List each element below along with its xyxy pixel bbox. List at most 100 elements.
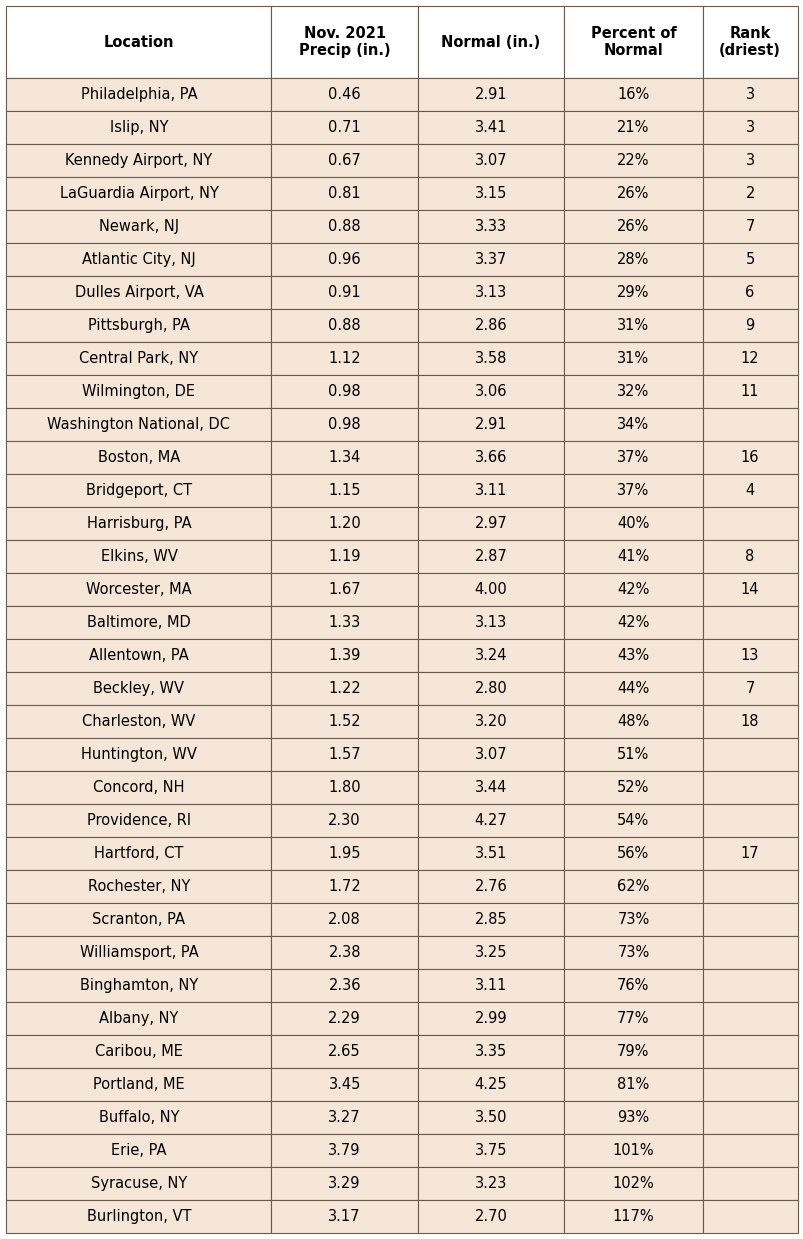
- Bar: [6, 969, 271, 1002]
- Bar: [702, 969, 797, 1002]
- Bar: [702, 78, 797, 112]
- Bar: [6, 6, 271, 78]
- Text: 4.27: 4.27: [474, 813, 507, 828]
- Text: 1.67: 1.67: [328, 582, 361, 597]
- Text: Harrisburg, PA: Harrisburg, PA: [87, 515, 191, 532]
- Text: 0.71: 0.71: [328, 120, 361, 135]
- Bar: [271, 6, 418, 78]
- Text: Percent of
Normal: Percent of Normal: [589, 26, 675, 58]
- Bar: [271, 112, 418, 144]
- Text: 0.91: 0.91: [328, 285, 361, 300]
- Text: 3.11: 3.11: [475, 978, 507, 992]
- Bar: [6, 112, 271, 144]
- Text: 1.19: 1.19: [328, 549, 361, 564]
- Bar: [418, 606, 564, 639]
- Text: Wilmington, DE: Wilmington, DE: [83, 384, 195, 399]
- Bar: [564, 606, 702, 639]
- Bar: [418, 1068, 564, 1100]
- Bar: [564, 572, 702, 606]
- Text: 16: 16: [740, 450, 758, 465]
- Text: 101%: 101%: [612, 1142, 654, 1157]
- Text: 1.57: 1.57: [328, 747, 361, 762]
- Bar: [564, 540, 702, 572]
- Text: 2.29: 2.29: [328, 1011, 361, 1026]
- Bar: [564, 1134, 702, 1167]
- Bar: [271, 540, 418, 572]
- Text: 3.66: 3.66: [475, 450, 507, 465]
- Bar: [6, 441, 271, 475]
- Text: 81%: 81%: [617, 1077, 649, 1092]
- Bar: [271, 606, 418, 639]
- Text: 2.70: 2.70: [474, 1209, 507, 1224]
- Bar: [702, 1002, 797, 1035]
- Bar: [702, 705, 797, 738]
- Text: Central Park, NY: Central Park, NY: [79, 351, 198, 366]
- Bar: [6, 375, 271, 408]
- Text: 18: 18: [740, 714, 758, 729]
- Text: 2.36: 2.36: [328, 978, 361, 992]
- Bar: [6, 144, 271, 177]
- Bar: [564, 276, 702, 309]
- Bar: [6, 276, 271, 309]
- Text: 3.17: 3.17: [328, 1209, 361, 1224]
- Text: 2.76: 2.76: [474, 878, 507, 893]
- Text: 3.44: 3.44: [475, 779, 507, 795]
- Bar: [564, 342, 702, 375]
- Text: 0.96: 0.96: [328, 252, 361, 268]
- Text: Huntington, WV: Huntington, WV: [81, 747, 197, 762]
- Text: 4.25: 4.25: [474, 1077, 507, 1092]
- Text: 40%: 40%: [617, 515, 649, 532]
- Bar: [418, 903, 564, 935]
- Text: Atlantic City, NJ: Atlantic City, NJ: [82, 252, 196, 268]
- Bar: [702, 408, 797, 441]
- Bar: [564, 211, 702, 243]
- Bar: [271, 969, 418, 1002]
- Bar: [271, 771, 418, 804]
- Text: 3: 3: [744, 120, 754, 135]
- Text: 1.33: 1.33: [328, 615, 361, 629]
- Bar: [702, 672, 797, 705]
- Bar: [6, 771, 271, 804]
- Text: 2.86: 2.86: [474, 318, 507, 333]
- Text: 37%: 37%: [617, 483, 649, 498]
- Text: 3.33: 3.33: [475, 219, 507, 234]
- Bar: [271, 243, 418, 276]
- Text: 21%: 21%: [617, 120, 649, 135]
- Bar: [418, 1134, 564, 1167]
- Text: 0.98: 0.98: [328, 384, 361, 399]
- Text: 2.97: 2.97: [474, 515, 507, 532]
- Text: 32%: 32%: [617, 384, 649, 399]
- Bar: [271, 375, 418, 408]
- Bar: [564, 836, 702, 870]
- Text: 3.37: 3.37: [475, 252, 507, 268]
- Text: 1.34: 1.34: [328, 450, 361, 465]
- Bar: [702, 375, 797, 408]
- Text: 42%: 42%: [617, 582, 649, 597]
- Bar: [6, 572, 271, 606]
- Bar: [702, 738, 797, 771]
- Text: 3.75: 3.75: [474, 1142, 507, 1157]
- Text: 41%: 41%: [617, 549, 649, 564]
- Bar: [271, 507, 418, 540]
- Bar: [418, 1035, 564, 1068]
- Text: 44%: 44%: [617, 681, 649, 696]
- Bar: [702, 903, 797, 935]
- Bar: [271, 1002, 418, 1035]
- Bar: [564, 243, 702, 276]
- Bar: [6, 672, 271, 705]
- Bar: [702, 1100, 797, 1134]
- Text: 34%: 34%: [617, 418, 649, 432]
- Text: Philadelphia, PA: Philadelphia, PA: [80, 87, 197, 102]
- Bar: [418, 804, 564, 836]
- Text: 3.07: 3.07: [474, 154, 507, 169]
- Text: 17: 17: [740, 846, 759, 861]
- Bar: [6, 1068, 271, 1100]
- Text: Binghamton, NY: Binghamton, NY: [79, 978, 198, 992]
- Text: 3.13: 3.13: [475, 615, 507, 629]
- Bar: [6, 606, 271, 639]
- Bar: [564, 507, 702, 540]
- Bar: [564, 78, 702, 112]
- Bar: [702, 639, 797, 672]
- Bar: [271, 705, 418, 738]
- Text: Beckley, WV: Beckley, WV: [93, 681, 184, 696]
